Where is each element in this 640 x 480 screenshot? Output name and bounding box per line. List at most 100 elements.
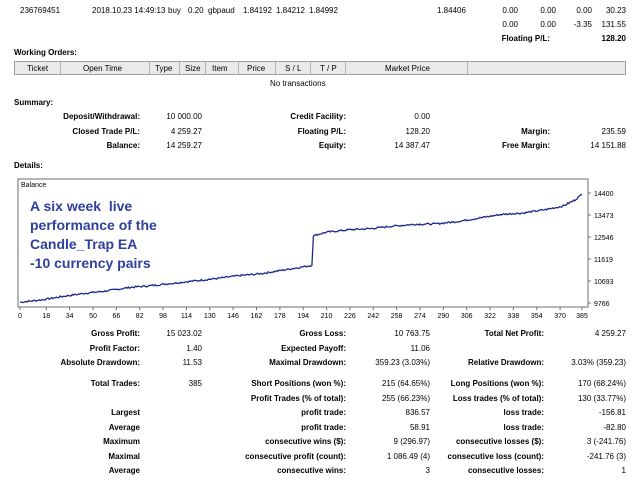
trade-symbol: gbpaud bbox=[208, 6, 235, 15]
col-tp: T / P bbox=[320, 64, 337, 73]
expected-payoff-value: 11.06 bbox=[410, 344, 430, 353]
trade-size: 0.20 bbox=[188, 6, 204, 15]
totals-commission: 0.00 bbox=[502, 20, 518, 29]
net-profit-value: 4 259.27 bbox=[594, 329, 626, 338]
profit-factor-value: 1.40 bbox=[186, 344, 202, 353]
max-cons-wins-label: consecutive wins ($): bbox=[265, 437, 346, 446]
maximum-label: Maximum bbox=[103, 437, 140, 446]
col-size: Size bbox=[185, 64, 201, 73]
floating-pl-label: Floating P/L: bbox=[501, 34, 550, 43]
max-cons-wins-value: 9 (296.97) bbox=[393, 437, 430, 446]
max-drawdown-label: Maximal Drawdown: bbox=[269, 358, 346, 367]
avg-cons-losses-value: 1 bbox=[621, 466, 626, 475]
x-tick-label: 258 bbox=[391, 313, 403, 320]
gross-profit-label: Gross Profit: bbox=[91, 329, 140, 338]
avg-cons-losses-label: consecutive losses: bbox=[467, 466, 544, 475]
no-transactions: No transactions bbox=[270, 79, 326, 88]
x-tick-label: 0 bbox=[18, 313, 22, 320]
avg-cons-wins-label: consecutive wins: bbox=[277, 466, 346, 475]
col-type: Type bbox=[155, 64, 173, 73]
profit-trades-label: Profit Trades (% of total): bbox=[250, 394, 346, 403]
largest-loss-label: loss trade: bbox=[503, 408, 544, 417]
x-tick-label: 338 bbox=[508, 313, 520, 320]
col-market-price: Market Price bbox=[385, 64, 430, 73]
trade-sl: 1.84212 bbox=[276, 6, 305, 15]
long-positions-value: 170 (68.24%) bbox=[577, 379, 626, 388]
details-title: Details: bbox=[14, 161, 43, 170]
maximal-loss-value: -241.76 (3) bbox=[586, 452, 626, 461]
trade-commission: 0.00 bbox=[502, 6, 518, 15]
margin-value: 235.59 bbox=[601, 127, 626, 136]
trade-price: 1.84192 bbox=[243, 6, 272, 15]
avg-profit-value: 58.91 bbox=[409, 423, 430, 432]
equity-value: 14 387.47 bbox=[394, 141, 430, 150]
total-trades-label: Total Trades: bbox=[90, 379, 140, 388]
balance-label: Balance: bbox=[106, 141, 140, 150]
x-tick-label: 306 bbox=[461, 313, 473, 320]
average2-label: Average bbox=[108, 466, 140, 475]
x-tick-label: 226 bbox=[344, 313, 356, 320]
x-tick-label: 50 bbox=[89, 313, 97, 320]
y-tick-label: 10693 bbox=[594, 279, 614, 286]
trade-swap: 0.00 bbox=[576, 6, 592, 15]
x-tick-label: 162 bbox=[251, 313, 263, 320]
deposit-value: 10 000.00 bbox=[166, 112, 202, 121]
x-tick-label: 322 bbox=[484, 313, 496, 320]
credit-label: Credit Facility: bbox=[290, 112, 346, 121]
avg-profit-label: profit trade: bbox=[301, 423, 346, 432]
trade-profit: 30.23 bbox=[605, 6, 626, 15]
maximal-label: Maximal bbox=[108, 452, 140, 461]
chart-plot-area bbox=[17, 178, 589, 308]
credit-value: 0.00 bbox=[414, 112, 430, 121]
x-tick-label: 385 bbox=[576, 313, 588, 320]
x-tick-label: 210 bbox=[321, 313, 333, 320]
total-trades-value: 385 bbox=[188, 379, 202, 388]
col-ticket: Ticket bbox=[27, 64, 49, 73]
totals-profit: 131.55 bbox=[601, 20, 626, 29]
short-positions-label: Short Positions (won %): bbox=[251, 379, 346, 388]
col-open-time: Open Time bbox=[83, 64, 123, 73]
x-tick-label: 146 bbox=[227, 313, 239, 320]
trade-market-price: 1.84406 bbox=[437, 6, 466, 15]
trade-tp: 1.84992 bbox=[309, 6, 338, 15]
closed-pl-label: Closed Trade P/L: bbox=[72, 127, 140, 136]
largest-loss-value: -156.81 bbox=[598, 408, 626, 417]
x-tick-label: 98 bbox=[159, 313, 167, 320]
short-positions-value: 215 (64.65%) bbox=[381, 379, 430, 388]
balance-chart: Balance 14400 13473 12546 11619 10693 9766 0 18 3… bbox=[17, 178, 614, 320]
x-tick-label: 194 bbox=[297, 313, 309, 320]
x-tick-label: 82 bbox=[136, 313, 144, 320]
col-sl: S / L bbox=[285, 64, 302, 73]
balance-series-line bbox=[19, 193, 583, 304]
free-margin-value: 14 151.88 bbox=[590, 141, 626, 150]
avg-loss-label: loss trade: bbox=[503, 423, 544, 432]
largest-label: Largest bbox=[111, 408, 140, 417]
x-tick-label: 354 bbox=[531, 313, 543, 320]
max-drawdown-value: 359.23 (3.03%) bbox=[375, 358, 430, 367]
trade-type: buy bbox=[168, 6, 181, 15]
maximal-loss-label: consecutive loss (count): bbox=[447, 452, 544, 461]
col-item: Item bbox=[212, 64, 228, 73]
largest-profit-label: profit trade: bbox=[301, 408, 346, 417]
col-price: Price bbox=[247, 64, 266, 73]
max-cons-losses-value: 3 (-241.76) bbox=[586, 437, 626, 446]
gross-profit-value: 15 023.02 bbox=[166, 329, 202, 338]
working-orders-header: Ticket Open Time Type Size Item Price S … bbox=[14, 61, 626, 75]
working-orders-title: Working Orders: bbox=[14, 48, 77, 57]
x-tick-label: 130 bbox=[204, 313, 216, 320]
abs-drawdown-value: 11.53 bbox=[182, 358, 202, 367]
trade-time: 2018.10.23 14:49:13 bbox=[92, 6, 166, 15]
loss-trades-value: 130 (33.77%) bbox=[577, 394, 626, 403]
max-cons-losses-label: consecutive losses ($): bbox=[455, 437, 544, 446]
profit-trades-value: 255 (66.23%) bbox=[381, 394, 430, 403]
summary-title: Summary: bbox=[14, 98, 54, 107]
chart-annotation: A six week live performance of the Candl… bbox=[30, 198, 157, 271]
x-tick-label: 34 bbox=[66, 313, 74, 320]
totals-taxes: 0.00 bbox=[540, 20, 556, 29]
x-tick-label: 242 bbox=[367, 313, 379, 320]
loss-trades-label: Loss trades (% of total): bbox=[452, 394, 544, 403]
closed-pl-value: 4 259.27 bbox=[170, 127, 202, 136]
maximal-profit-label: consecutive profit (count): bbox=[245, 452, 346, 461]
y-tick-label: 11619 bbox=[594, 257, 613, 264]
trade-ticket: 236769451 bbox=[20, 6, 61, 15]
